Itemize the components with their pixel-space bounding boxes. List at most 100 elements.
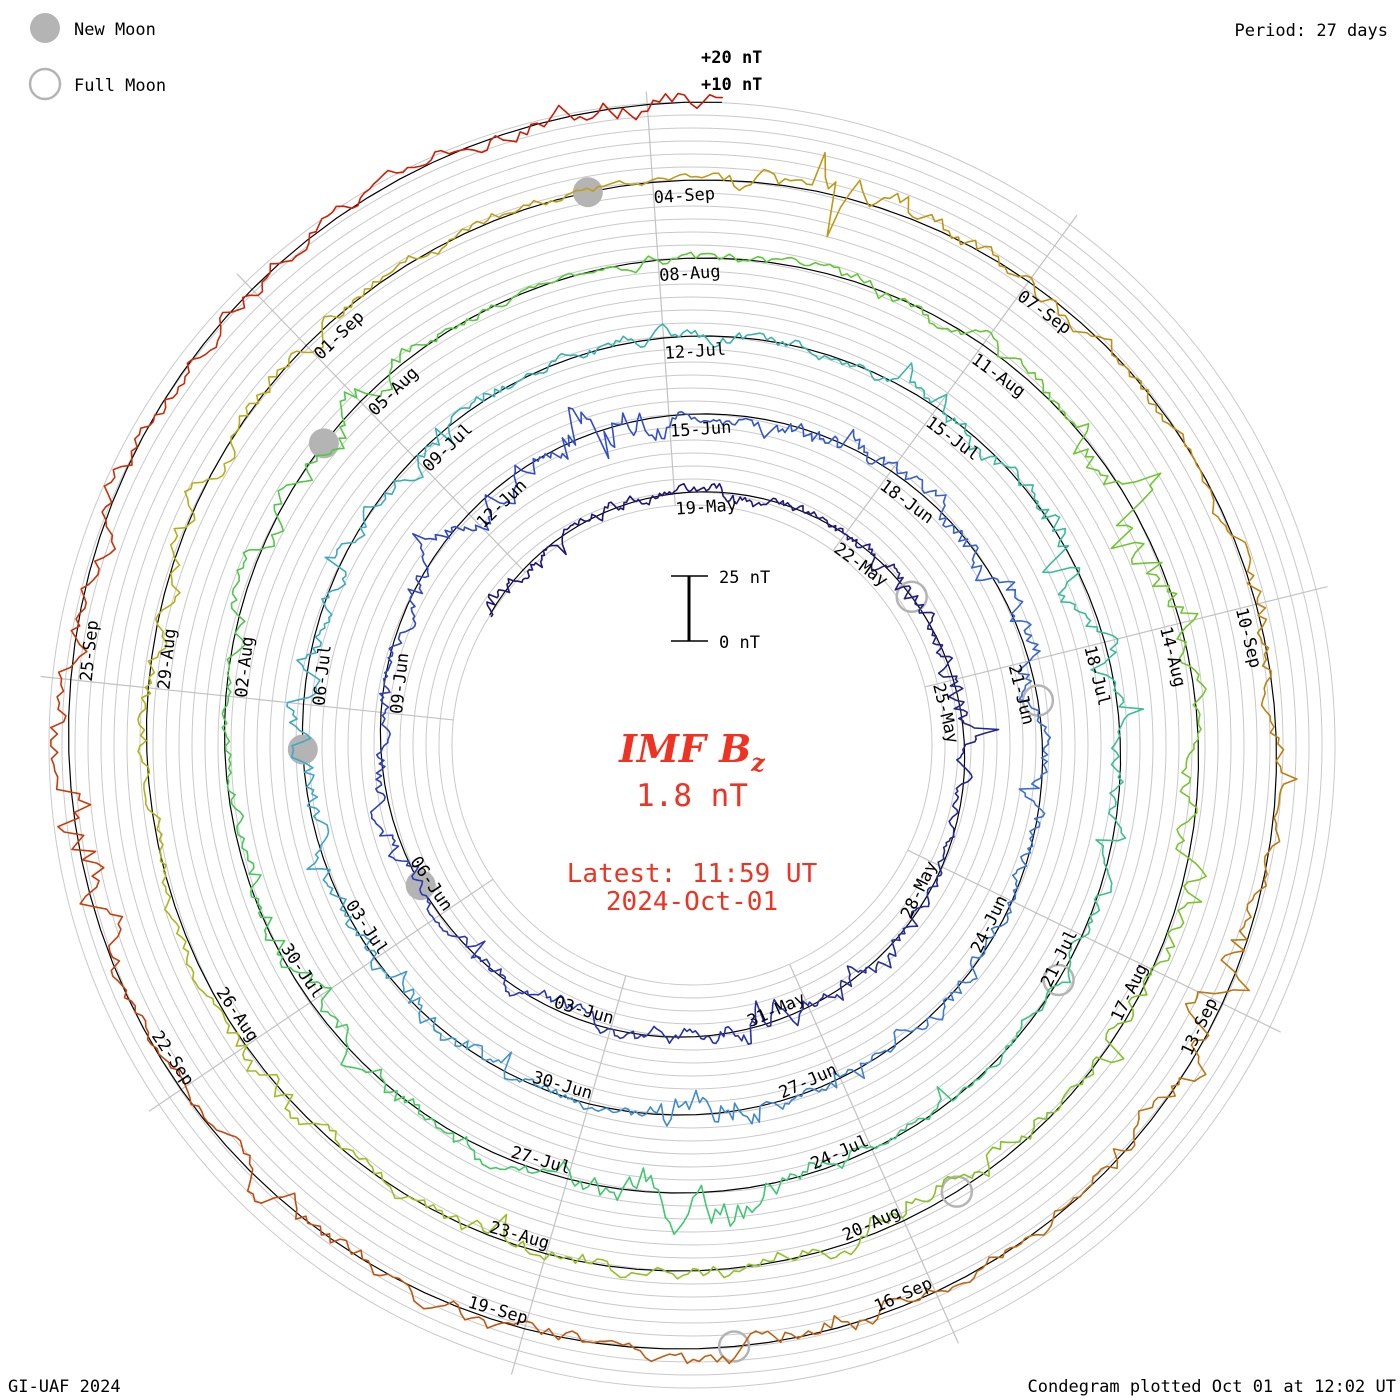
data-trace-segment xyxy=(934,489,955,530)
data-trace-segment xyxy=(927,1256,990,1293)
data-trace-segment xyxy=(742,1101,790,1125)
data-trace-segment xyxy=(184,442,236,493)
date-label: 21-Jul xyxy=(1037,927,1082,991)
credit-label: GI-UAF 2024 xyxy=(8,1377,121,1397)
data-trace-segment xyxy=(839,527,871,549)
data-trace-segment xyxy=(1177,862,1207,924)
new-moon-marker xyxy=(572,177,603,208)
data-trace-segment xyxy=(286,674,321,724)
data-trace-segment xyxy=(147,618,168,684)
data-trace-segment xyxy=(656,1352,730,1365)
data-trace-segment xyxy=(968,446,1019,477)
full-moon-marker xyxy=(940,1175,974,1208)
data-trace-segment xyxy=(465,1136,512,1171)
data-trace-segment xyxy=(1012,847,1032,892)
grid-circle xyxy=(74,127,1310,1363)
date-label: 19-May xyxy=(675,495,738,519)
data-trace-segment xyxy=(202,990,241,1047)
data-trace-segment xyxy=(864,1289,930,1325)
data-trace-segment xyxy=(1110,718,1126,775)
data-trace-segment xyxy=(1196,939,1250,999)
data-trace-segment xyxy=(1172,426,1208,486)
data-trace-segment xyxy=(640,323,692,348)
data-trace-segment xyxy=(458,935,488,963)
data-trace-segment xyxy=(483,494,516,525)
data-trace-segment xyxy=(416,416,454,458)
grid-circle xyxy=(217,270,1167,1220)
date-label: 12-Jul xyxy=(664,340,727,364)
data-trace-segment xyxy=(1090,669,1145,720)
data-trace-segment xyxy=(778,499,811,516)
data-trace-segment xyxy=(948,800,959,838)
grid-spoke xyxy=(236,273,526,573)
data-trace-segment xyxy=(548,524,574,556)
data-trace-segment xyxy=(1128,375,1174,429)
data-trace-segment xyxy=(792,996,824,1027)
data-trace-segment xyxy=(545,992,582,1010)
data-trace-segment xyxy=(336,388,358,450)
date-label: 07-Sep xyxy=(1013,287,1074,339)
data-trace-segment xyxy=(138,371,190,436)
data-trace-segment xyxy=(609,1028,648,1040)
data-trace-segment xyxy=(1005,588,1032,632)
data-trace-segment xyxy=(370,778,386,820)
grid-circle xyxy=(100,153,1284,1337)
data-trace-segment xyxy=(954,770,973,803)
grid-spoke xyxy=(645,91,676,506)
data-trace-segment xyxy=(270,483,295,536)
data-trace-segment xyxy=(467,204,531,231)
data-trace-segment xyxy=(375,741,389,781)
data-trace-segment xyxy=(579,99,661,121)
data-trace-segment xyxy=(1099,472,1162,527)
date-label: 03-Jun xyxy=(552,993,617,1029)
data-trace-segment xyxy=(830,1060,872,1089)
data-trace-segment xyxy=(748,497,780,508)
data-trace-segment xyxy=(388,850,420,881)
data-trace-segment xyxy=(926,868,943,905)
data-trace-segment xyxy=(664,1184,722,1236)
data-trace-segment xyxy=(1263,811,1281,881)
data-trace-segment xyxy=(894,1179,945,1219)
data-trace-segment xyxy=(359,492,387,539)
date-label: 13-Sep xyxy=(1177,995,1222,1059)
grid-spoke xyxy=(148,878,494,1112)
data-trace-segment xyxy=(357,163,428,207)
data-trace-segment xyxy=(896,471,937,494)
data-trace-segment xyxy=(662,251,721,265)
data-trace-segment xyxy=(486,589,511,618)
data-trace-segment xyxy=(432,1024,480,1050)
data-trace-segment xyxy=(992,337,1037,380)
data-trace-segment xyxy=(948,675,965,710)
data-trace-segment xyxy=(588,335,642,355)
data-trace-segment xyxy=(932,323,995,340)
grid-circle xyxy=(152,205,1232,1285)
data-trace-segment xyxy=(695,1089,745,1123)
data-trace-segment xyxy=(1110,524,1163,576)
legend: New Moon Full Moon xyxy=(28,13,166,101)
data-trace-segment xyxy=(719,1182,772,1227)
data-trace-segment xyxy=(603,412,639,460)
data-trace-segment xyxy=(328,1233,389,1277)
data-trace-segment xyxy=(723,1251,784,1279)
data-trace-segment xyxy=(329,1129,375,1175)
data-trace-segment xyxy=(606,255,664,274)
data-trace-segment xyxy=(751,419,792,439)
data-trace-segment xyxy=(953,707,1000,740)
data-trace-segment xyxy=(296,627,326,676)
data-trace-segment xyxy=(843,1213,897,1256)
data-trace-segment xyxy=(353,353,401,398)
data-trace-segment xyxy=(137,682,153,747)
data-trace-segment xyxy=(1256,607,1272,677)
plus20-nt-label: +20 nT xyxy=(701,48,762,68)
data-trace-segment xyxy=(79,886,124,958)
data-trace-segment xyxy=(49,661,77,741)
data-trace-segment xyxy=(658,92,723,110)
data-trace-segment xyxy=(70,583,90,663)
data-trace-segment xyxy=(1018,673,1040,719)
data-trace-segment xyxy=(444,521,490,539)
data-trace-segment xyxy=(1275,743,1298,813)
data-trace-segment xyxy=(952,528,979,564)
data-trace-segment xyxy=(260,1192,331,1236)
date-label: 31-May xyxy=(744,989,808,1032)
